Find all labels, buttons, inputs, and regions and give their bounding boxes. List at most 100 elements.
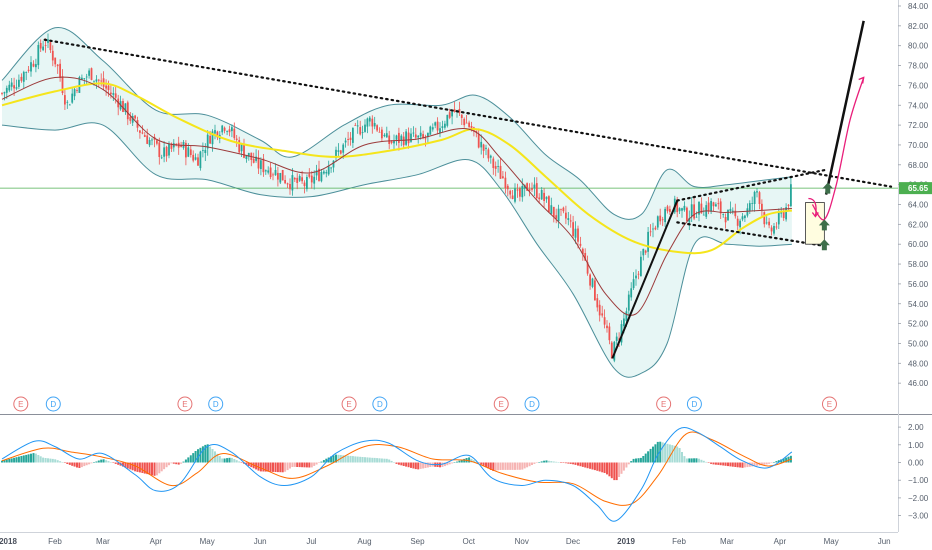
candle-down[interactable] xyxy=(719,201,722,214)
candle-up[interactable] xyxy=(489,155,492,158)
candle-up[interactable] xyxy=(567,218,570,220)
candle-down[interactable] xyxy=(535,183,538,198)
candle-down[interactable] xyxy=(262,158,265,173)
candle-down[interactable] xyxy=(347,139,349,140)
candle-down[interactable] xyxy=(180,145,182,147)
candle-down[interactable] xyxy=(233,128,236,139)
candle-down[interactable] xyxy=(192,154,195,161)
candle-down[interactable] xyxy=(122,101,124,112)
candle-up[interactable] xyxy=(15,87,18,89)
candle-up[interactable] xyxy=(557,208,560,222)
candle-up[interactable] xyxy=(656,216,659,228)
candle-up[interactable] xyxy=(627,294,630,311)
candle-down[interactable] xyxy=(734,210,737,217)
candle-up[interactable] xyxy=(206,134,209,149)
candle-down[interactable] xyxy=(477,133,480,148)
candle-up[interactable] xyxy=(214,130,216,134)
candle-down[interactable] xyxy=(61,76,64,93)
candle-up[interactable] xyxy=(647,231,649,252)
candle-up[interactable] xyxy=(642,248,645,256)
candle-up[interactable] xyxy=(194,157,197,160)
dividend-marker[interactable]: D xyxy=(372,396,388,412)
candle-up[interactable] xyxy=(199,151,202,169)
candle-down[interactable] xyxy=(165,146,168,157)
candle-down[interactable] xyxy=(758,192,761,204)
candle-up[interactable] xyxy=(274,170,277,176)
candles[interactable] xyxy=(1,33,792,363)
candle-down[interactable] xyxy=(666,206,669,212)
candle-down[interactable] xyxy=(281,170,284,181)
candle-up[interactable] xyxy=(330,167,332,169)
candle-up[interactable] xyxy=(313,176,316,184)
candle-up[interactable] xyxy=(729,208,732,211)
candle-down[interactable] xyxy=(414,134,417,138)
candle-up[interactable] xyxy=(444,123,446,128)
candle-down[interactable] xyxy=(293,178,296,180)
candle-up[interactable] xyxy=(681,208,683,211)
candle-down[interactable] xyxy=(487,149,490,159)
candle-up[interactable] xyxy=(393,140,395,144)
candle-up[interactable] xyxy=(383,134,386,137)
dividend-marker[interactable]: D xyxy=(208,396,224,412)
candle-up[interactable] xyxy=(630,288,633,298)
candle-up[interactable] xyxy=(325,172,328,174)
candle-down[interactable] xyxy=(606,325,608,329)
candle-down[interactable] xyxy=(422,134,424,138)
candle-down[interactable] xyxy=(339,150,342,154)
candle-up[interactable] xyxy=(187,147,190,157)
candle-down[interactable] xyxy=(548,196,550,213)
candle-up[interactable] xyxy=(352,127,354,143)
candle-down[interactable] xyxy=(581,248,584,255)
candle-up[interactable] xyxy=(405,131,407,145)
candle-down[interactable] xyxy=(243,144,245,158)
candle-up[interactable] xyxy=(434,122,437,126)
descending-trendline[interactable] xyxy=(43,38,893,188)
candle-down[interactable] xyxy=(506,185,509,190)
candle-down[interactable] xyxy=(354,125,357,126)
candle-down[interactable] xyxy=(569,220,572,222)
candle-up[interactable] xyxy=(727,209,729,221)
candle-down[interactable] xyxy=(170,143,173,149)
candle-up[interactable] xyxy=(344,140,347,143)
candle-down[interactable] xyxy=(594,280,596,301)
candle-down[interactable] xyxy=(528,189,531,191)
candle-down[interactable] xyxy=(436,121,439,131)
arrow-up-icon[interactable] xyxy=(818,239,830,251)
candle-up[interactable] xyxy=(574,228,577,238)
candle-up[interactable] xyxy=(777,212,780,225)
candle-down[interactable] xyxy=(1,93,3,94)
candle-up[interactable] xyxy=(429,126,432,135)
candle-down[interactable] xyxy=(693,204,695,219)
candle-down[interactable] xyxy=(465,122,468,124)
candle-up[interactable] xyxy=(690,204,693,217)
candle-up[interactable] xyxy=(298,176,301,181)
breakout-line[interactable] xyxy=(824,20,865,195)
earnings-marker[interactable]: E xyxy=(821,396,837,412)
candle-up[interactable] xyxy=(151,139,153,141)
candle-up[interactable] xyxy=(419,132,422,137)
candle-down[interactable] xyxy=(763,212,766,225)
candle-up[interactable] xyxy=(753,191,756,204)
candle-down[interactable] xyxy=(770,227,773,232)
candle-down[interactable] xyxy=(197,157,199,166)
candle-down[interactable] xyxy=(252,158,255,163)
candle-down[interactable] xyxy=(724,217,727,223)
candle-up[interactable] xyxy=(521,186,524,198)
candle-down[interactable] xyxy=(59,63,61,78)
candle-up[interactable] xyxy=(514,188,516,202)
candle-down[interactable] xyxy=(768,221,770,226)
candle-down[interactable] xyxy=(482,144,485,151)
candle-down[interactable] xyxy=(257,157,260,169)
candle-down[interactable] xyxy=(712,202,715,207)
candle-up[interactable] xyxy=(744,215,746,219)
projection-path[interactable] xyxy=(811,77,865,221)
candle-down[interactable] xyxy=(402,136,405,146)
candle-down[interactable] xyxy=(156,140,158,144)
candle-up[interactable] xyxy=(364,124,366,132)
candle-down[interactable] xyxy=(228,129,231,133)
candle-down[interactable] xyxy=(371,118,374,127)
candle-up[interactable] xyxy=(356,125,359,127)
candle-down[interactable] xyxy=(318,168,320,181)
candle-down[interactable] xyxy=(32,63,35,67)
